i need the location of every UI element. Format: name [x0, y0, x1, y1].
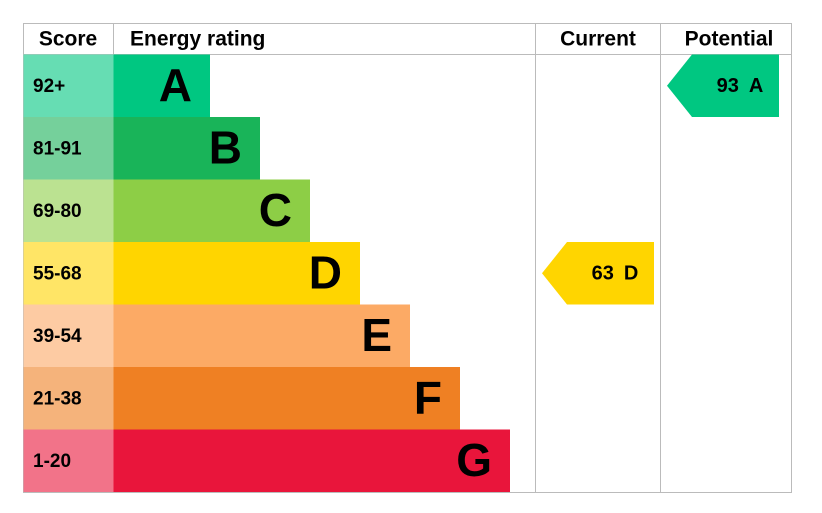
current-letter: D	[624, 263, 638, 285]
score-label: 92+	[33, 76, 65, 97]
potential-value: 93	[717, 75, 739, 97]
score-cell	[23, 304, 114, 367]
rating-letter: E	[361, 309, 392, 361]
rating-bar	[113, 54, 210, 117]
current-label: 63 D	[592, 263, 639, 285]
rating-bar	[113, 179, 310, 242]
score-cell	[23, 367, 114, 430]
potential-arrow	[667, 54, 779, 117]
header-energy-rating: Energy rating	[130, 28, 265, 51]
score-label: 21-38	[33, 388, 82, 409]
score-cell	[23, 429, 114, 492]
rating-bar	[113, 367, 460, 430]
rating-bar	[113, 117, 260, 180]
rating-letter: B	[209, 121, 242, 173]
rating-letter: D	[309, 246, 342, 298]
rating-letter: C	[259, 184, 292, 236]
rating-bar	[113, 429, 510, 492]
header-score: Score	[39, 28, 97, 51]
score-cell	[23, 179, 114, 242]
rating-bar	[113, 242, 360, 305]
score-label: 81-91	[33, 138, 82, 159]
score-label: 1-20	[33, 451, 71, 472]
header-current: Current	[560, 28, 636, 51]
rating-letter: F	[414, 371, 442, 423]
score-label: 69-80	[33, 201, 82, 222]
score-cell	[23, 54, 114, 117]
current-value: 63	[592, 263, 614, 285]
current-arrow	[542, 242, 654, 305]
rating-letter: A	[159, 59, 192, 111]
rating-letter: G	[456, 434, 492, 486]
rating-bar	[113, 304, 410, 367]
score-cell	[23, 117, 114, 180]
header-potential: Potential	[685, 28, 774, 51]
score-label: 39-54	[33, 326, 82, 347]
potential-letter: A	[749, 75, 763, 97]
score-label: 55-68	[33, 263, 82, 284]
score-cell	[23, 242, 114, 305]
potential-label: 93 A	[717, 75, 764, 97]
